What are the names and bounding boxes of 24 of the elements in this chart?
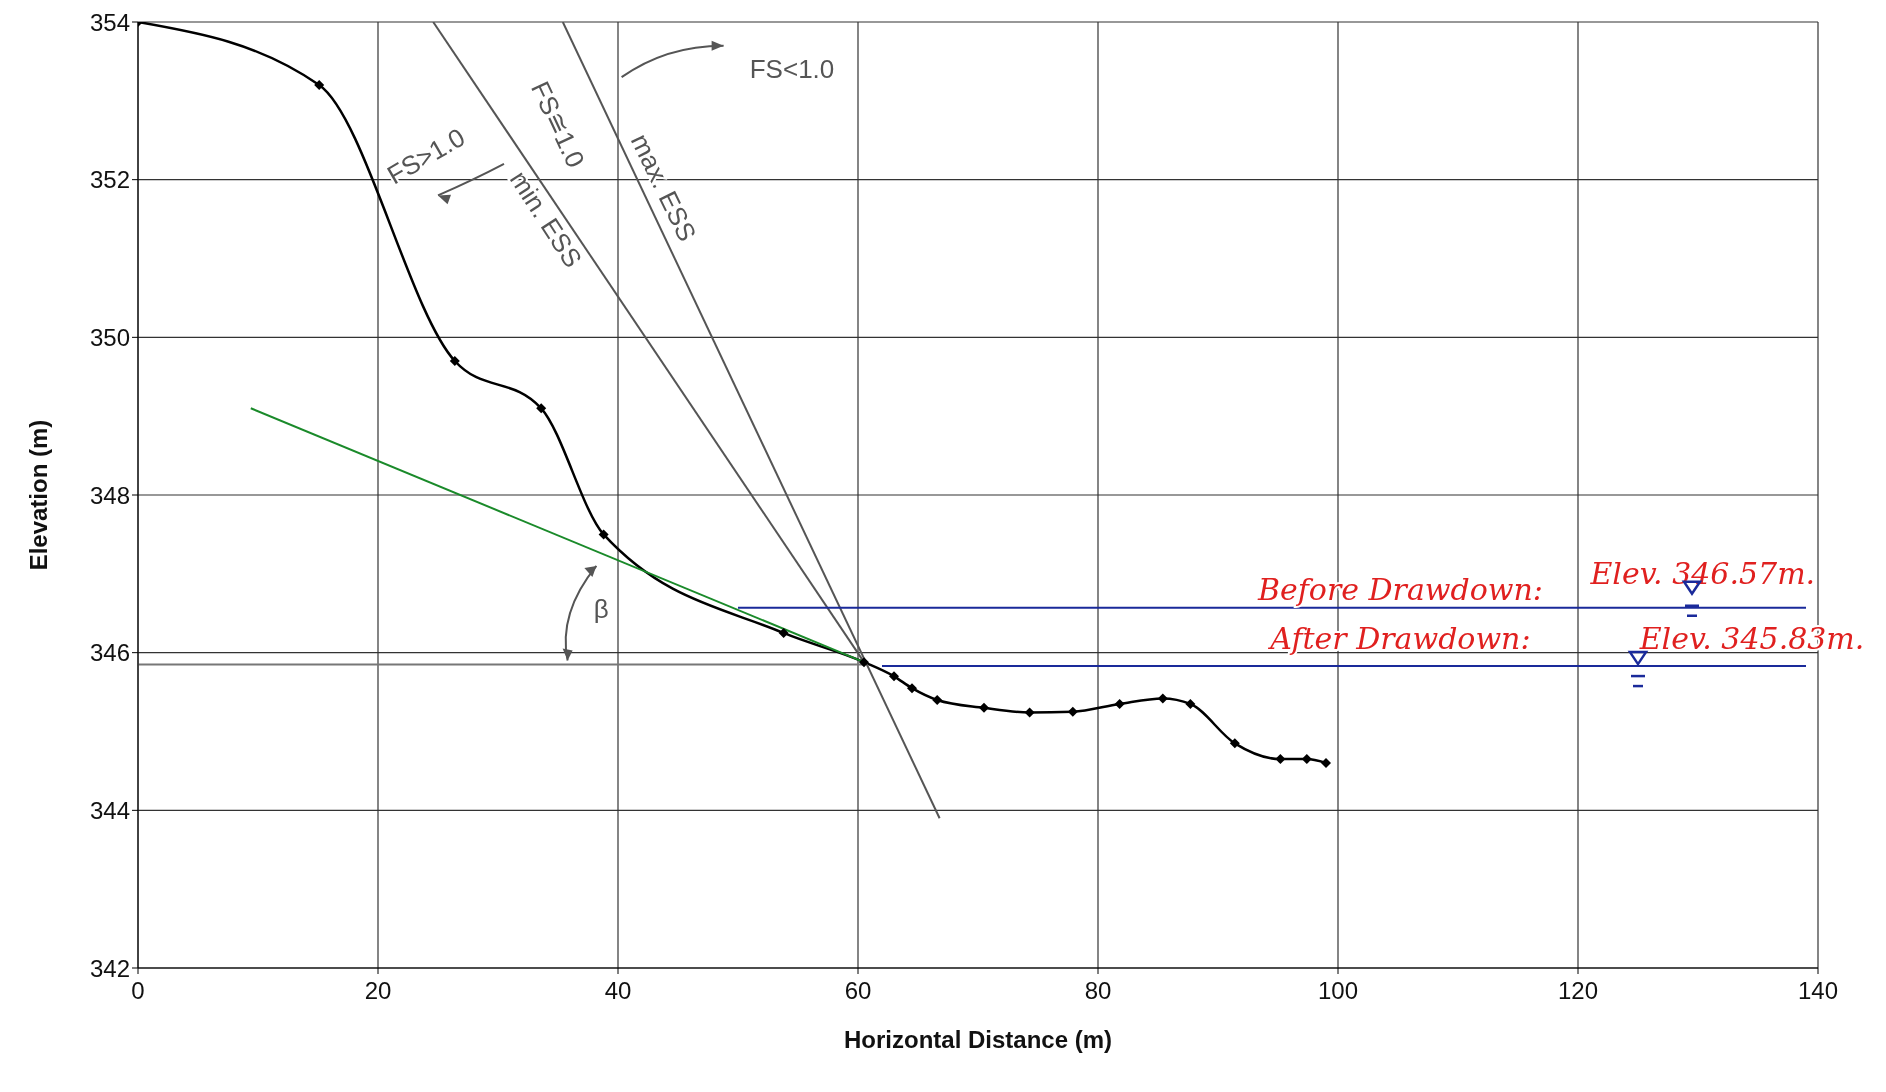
x-tick-label: 60 (844, 977, 872, 1005)
annotation: FS<1.0 (749, 54, 835, 85)
y-tick-label: 344 (89, 796, 130, 824)
y-tick-label: 346 (89, 639, 130, 667)
annotation: Elev. 346.57m. (1589, 556, 1816, 592)
annotation: max. ESS (624, 129, 703, 247)
y-tick-label: 348 (89, 481, 130, 509)
x-axis-title: Horizontal Distance (m) (843, 1026, 1113, 1053)
x-tick-label: 40 (604, 977, 632, 1005)
y-axis-title: Elevation (m) (24, 419, 52, 571)
x-tick-label: 20 (364, 977, 392, 1005)
x-tick-label: 80 (1084, 977, 1112, 1005)
annotation: Before Drawdown: (1256, 572, 1543, 608)
x-tick-label: 120 (1557, 977, 1599, 1005)
annotation: After Drawdown: (1267, 620, 1531, 656)
y-tick-label: 350 (89, 323, 130, 351)
annotation: β (593, 594, 609, 625)
x-tick-label: 140 (1797, 977, 1839, 1005)
y-tick-label: 342 (89, 954, 130, 982)
y-tick-label: 354 (89, 8, 130, 36)
y-tick-label: 352 (89, 166, 130, 194)
x-tick-label: 0 (131, 977, 145, 1005)
annotation: Elev. 345.83m. (1638, 620, 1865, 656)
x-tick-label: 100 (1317, 977, 1359, 1005)
